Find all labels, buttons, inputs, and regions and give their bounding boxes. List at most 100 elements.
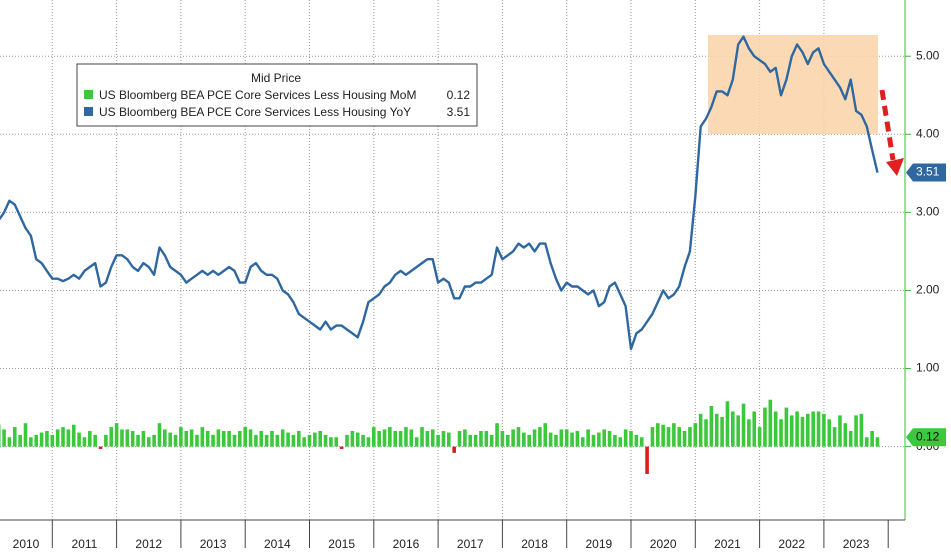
bar xyxy=(238,430,242,447)
bar xyxy=(516,427,521,447)
x-tick-label: 2018 xyxy=(521,537,548,551)
bar xyxy=(500,430,505,447)
bar xyxy=(173,434,178,447)
bar xyxy=(457,430,462,447)
bar xyxy=(618,437,623,447)
bar xyxy=(141,430,146,447)
bar xyxy=(816,411,821,447)
bar xyxy=(104,434,108,447)
bar xyxy=(768,399,773,447)
bar xyxy=(693,423,698,447)
bar xyxy=(50,434,55,447)
bar xyxy=(168,432,172,447)
bar xyxy=(511,429,515,447)
bar xyxy=(489,434,494,447)
bar xyxy=(34,434,39,447)
bar xyxy=(848,430,853,447)
bar xyxy=(747,419,751,447)
bar xyxy=(661,424,665,447)
bar xyxy=(575,430,580,447)
bar xyxy=(570,432,574,447)
bar xyxy=(136,434,140,447)
legend-label: US Bloomberg BEA PCE Core Services Less … xyxy=(99,88,416,102)
bar xyxy=(452,446,456,453)
plot-area xyxy=(0,35,880,474)
bar xyxy=(441,430,446,447)
bar xyxy=(55,429,60,447)
value-tag xyxy=(906,163,946,182)
bar xyxy=(731,411,735,447)
bar xyxy=(280,429,285,447)
bar xyxy=(254,434,258,447)
bar xyxy=(527,434,531,447)
bar xyxy=(859,413,864,447)
y-tick-label: 1.00 xyxy=(916,361,940,375)
bar xyxy=(811,411,815,447)
bar xyxy=(564,429,569,447)
bar xyxy=(382,429,387,447)
bar xyxy=(200,427,205,447)
bar xyxy=(366,437,371,447)
bar xyxy=(639,437,644,447)
bar xyxy=(393,430,398,447)
bar xyxy=(580,437,585,447)
bar xyxy=(522,432,526,447)
y-tick-label: 3.00 xyxy=(916,205,940,219)
bar xyxy=(875,437,880,447)
x-tick-label: 2010 xyxy=(13,537,40,551)
x-tick-label: 2011 xyxy=(72,537,98,551)
bar xyxy=(93,434,97,447)
bar xyxy=(666,427,671,447)
bar xyxy=(211,434,215,447)
bar xyxy=(473,434,478,447)
bar xyxy=(355,432,360,447)
bar xyxy=(88,430,92,447)
bar xyxy=(243,427,247,447)
x-tick-label: 2012 xyxy=(135,537,162,551)
x-tick-label: 2016 xyxy=(393,537,420,551)
legend-swatch xyxy=(84,107,93,116)
bar xyxy=(607,430,612,447)
bar xyxy=(436,434,440,447)
x-tick-label: 2015 xyxy=(328,537,355,551)
bar xyxy=(672,423,676,447)
bar xyxy=(296,430,301,447)
bar xyxy=(854,415,858,447)
x-tick-label: 2014 xyxy=(264,537,291,551)
bar xyxy=(709,406,714,447)
bar xyxy=(714,413,719,447)
bar xyxy=(800,416,805,447)
bar xyxy=(870,430,874,447)
bar xyxy=(597,432,601,447)
bar xyxy=(538,427,542,447)
legend-value: 3.51 xyxy=(447,105,471,119)
bar xyxy=(832,427,837,447)
x-tick-label: 2020 xyxy=(650,537,677,551)
value-tag-label: 0.12 xyxy=(916,429,940,443)
bar xyxy=(77,432,81,447)
bar xyxy=(763,407,767,447)
bar xyxy=(543,423,548,447)
bar xyxy=(554,434,558,447)
bar xyxy=(157,423,162,447)
y-tick-label: 2.00 xyxy=(916,283,940,297)
bar xyxy=(586,429,590,447)
bar xyxy=(18,434,22,447)
bar xyxy=(184,430,189,447)
bar xyxy=(479,430,483,447)
bar xyxy=(591,434,596,447)
bar xyxy=(302,437,306,447)
y-tick-label: 5.00 xyxy=(916,48,940,62)
bar xyxy=(688,427,692,447)
legend-label: US Bloomberg BEA PCE Core Services Less … xyxy=(99,105,411,119)
bar xyxy=(264,434,269,447)
x-tick-label: 2022 xyxy=(778,537,805,551)
bar xyxy=(725,401,730,447)
bar xyxy=(334,437,339,447)
bar xyxy=(650,427,655,447)
bar xyxy=(23,423,28,447)
bar xyxy=(179,427,183,447)
bar xyxy=(205,430,210,447)
bar xyxy=(795,411,799,447)
